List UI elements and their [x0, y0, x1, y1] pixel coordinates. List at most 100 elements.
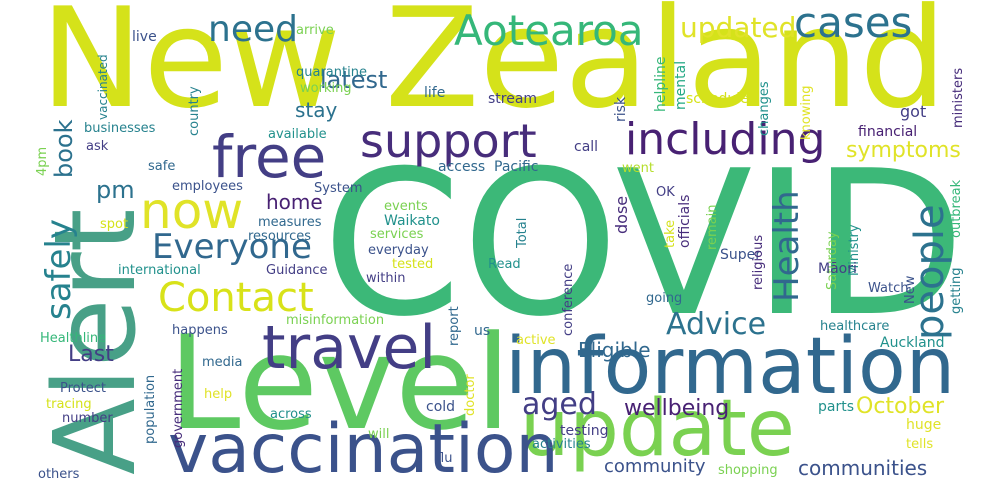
- word-now: now: [140, 182, 244, 240]
- word-take: take: [663, 219, 678, 248]
- word-us: us: [474, 323, 491, 339]
- word-parts: parts: [818, 399, 855, 415]
- word-conference: conference: [561, 263, 576, 336]
- word-stream: stream: [488, 91, 538, 107]
- word-maori: Māori: [818, 261, 857, 277]
- word-covid: COVID: [322, 128, 966, 361]
- word-ok: OK: [656, 185, 675, 200]
- word-advice: Advice: [666, 307, 767, 342]
- word-country: country: [187, 86, 202, 136]
- word-happens: happens: [172, 323, 228, 338]
- word-cases: cases: [794, 0, 913, 47]
- word-book: book: [50, 119, 78, 179]
- word-free: free: [212, 123, 327, 191]
- word-eligible: Eligible: [578, 338, 651, 362]
- word-tells: tells: [906, 437, 934, 452]
- word-vaccination: vaccination: [168, 410, 559, 489]
- word-everyone: Everyone: [152, 227, 312, 267]
- word-active: active: [516, 333, 556, 348]
- word-available: available: [268, 127, 327, 142]
- word-information: information: [505, 322, 956, 412]
- word-financial: financial: [858, 124, 918, 140]
- word-stay: stay: [295, 98, 338, 122]
- word-ask: ask: [86, 139, 109, 154]
- word-testing: testing: [560, 423, 609, 439]
- word-life: life: [424, 85, 446, 101]
- word-communities: communities: [798, 456, 928, 480]
- word-october: October: [856, 394, 945, 419]
- word-others: others: [38, 467, 80, 482]
- word-risk: risk: [613, 96, 629, 122]
- word-super: Super: [720, 247, 762, 263]
- word-healthline: Healthline: [40, 331, 107, 346]
- word-number: number: [62, 411, 113, 426]
- word-misinformation: misinformation: [286, 313, 385, 328]
- word-new-zealand: New Zealand: [40, 0, 947, 139]
- word-businesses: businesses: [84, 121, 156, 136]
- word-government: government: [171, 368, 186, 448]
- word-across: across: [270, 407, 312, 422]
- word-helpline: helpline: [653, 56, 669, 112]
- word-services: services: [370, 227, 424, 242]
- word-aotearoa: Aotearoa: [454, 6, 644, 55]
- word-knowing: knowing: [799, 85, 814, 140]
- word-health: Health: [767, 190, 807, 302]
- word-healthcare: healthcare: [820, 319, 890, 334]
- word-system: System: [314, 181, 363, 196]
- word-report: report: [447, 306, 462, 346]
- word-call: call: [574, 139, 599, 155]
- word-population: population: [143, 374, 158, 444]
- word-everyday: everyday: [368, 243, 429, 258]
- word-quarantine: quarantine: [296, 65, 367, 80]
- word-travel: travel: [262, 313, 437, 383]
- word-spot: spot: [100, 217, 129, 232]
- word-waikato: Waikato: [384, 213, 440, 229]
- word-contact: Contact: [158, 275, 314, 321]
- word-changes: changes: [757, 81, 772, 136]
- word-going: going: [646, 291, 683, 306]
- word-last: Last: [68, 342, 114, 367]
- word-total: Total: [515, 217, 530, 248]
- word-live: live: [132, 29, 157, 45]
- word-getting: getting: [949, 267, 964, 314]
- word-tested: tested: [392, 257, 434, 272]
- word-updated: updated: [680, 11, 797, 44]
- word-read: Read: [488, 257, 521, 272]
- word-protect: Protect: [60, 381, 106, 396]
- word-pacific: Pacific: [494, 159, 539, 175]
- word-tracing: tracing: [46, 397, 92, 412]
- word-community: community: [604, 456, 706, 477]
- word-within: within: [366, 271, 406, 286]
- word-got: got: [900, 102, 927, 121]
- word-including: including: [625, 114, 826, 165]
- word-access: access: [438, 159, 486, 175]
- word-doctor: doctor: [463, 374, 478, 416]
- word-safe: safe: [148, 159, 176, 174]
- word-auckland: Auckland: [880, 335, 945, 351]
- word-aged: aged: [522, 387, 597, 422]
- word-schedule: schedule: [686, 91, 749, 107]
- word-vaccinated: vaccinated: [96, 54, 110, 120]
- word-safely: safely: [39, 218, 79, 320]
- word-will: will: [368, 427, 390, 442]
- word-guidance: Guidance: [266, 263, 328, 278]
- word-need: need: [208, 9, 298, 50]
- word-level: Level: [168, 307, 512, 459]
- word-people: people: [907, 204, 953, 340]
- word-events: events: [384, 199, 428, 214]
- word-shopping: shopping: [718, 463, 778, 478]
- word-remain: remain: [705, 204, 720, 250]
- word-help: help: [204, 387, 233, 402]
- word-outbreak: outbreak: [949, 179, 964, 238]
- word-dose: dose: [612, 195, 631, 234]
- word-activities: activities: [532, 437, 591, 452]
- word-resources: resources: [248, 229, 312, 244]
- word-huge: huge: [906, 417, 942, 433]
- word-working: working: [300, 81, 352, 96]
- word-measures: measures: [258, 215, 322, 230]
- word-officials: officials: [677, 194, 693, 248]
- word-ministers: ministers: [951, 67, 966, 128]
- word-watch: Watch: [868, 281, 909, 296]
- word-wellbeing: wellbeing: [624, 396, 730, 421]
